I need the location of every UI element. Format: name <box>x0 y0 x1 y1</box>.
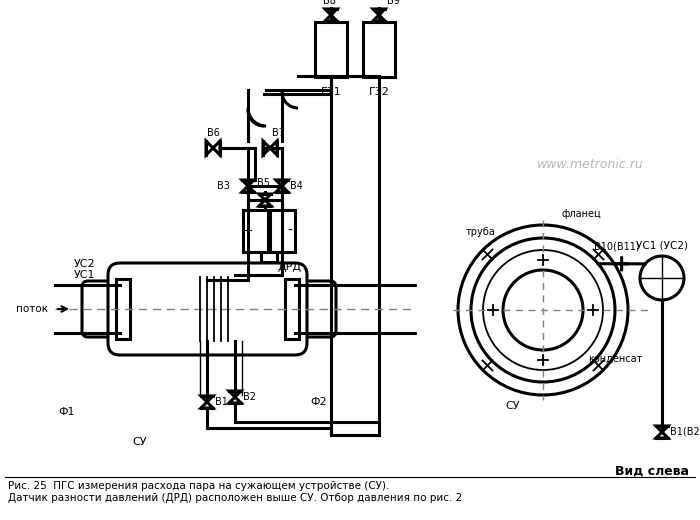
Bar <box>315 22 347 77</box>
Text: www.metronic.ru: www.metronic.ru <box>537 159 643 172</box>
Polygon shape <box>276 186 288 192</box>
Text: Г32: Г32 <box>369 87 389 97</box>
Polygon shape <box>656 432 668 438</box>
Bar <box>116 279 130 339</box>
Text: конденсат: конденсат <box>588 354 643 364</box>
Text: ДРД: ДРД <box>277 262 301 272</box>
Polygon shape <box>270 141 277 155</box>
Text: -: - <box>288 224 293 238</box>
FancyBboxPatch shape <box>82 281 129 337</box>
Text: УС1 (УС2): УС1 (УС2) <box>636 241 688 251</box>
Polygon shape <box>263 141 270 155</box>
Text: Ф2: Ф2 <box>310 397 327 407</box>
FancyBboxPatch shape <box>108 263 307 355</box>
Text: В3: В3 <box>217 181 230 191</box>
Polygon shape <box>259 194 271 200</box>
Text: В5: В5 <box>256 178 270 188</box>
Text: поток: поток <box>16 304 48 314</box>
Text: +: + <box>243 225 253 238</box>
Text: В8: В8 <box>323 0 335 6</box>
Polygon shape <box>276 180 288 186</box>
Text: УС1: УС1 <box>74 270 96 280</box>
Polygon shape <box>242 186 254 192</box>
Bar <box>363 22 395 77</box>
Text: В9: В9 <box>387 0 400 6</box>
Polygon shape <box>201 402 213 408</box>
FancyBboxPatch shape <box>289 281 336 337</box>
Polygon shape <box>201 396 213 402</box>
Polygon shape <box>206 141 213 155</box>
Text: В7: В7 <box>272 128 285 138</box>
Text: В2: В2 <box>243 392 256 402</box>
Text: В1: В1 <box>215 397 228 407</box>
Text: Датчик разности давлений (ДРД) расположен выше СУ. Отбор давления по рис. 2: Датчик разности давлений (ДРД) расположе… <box>8 493 462 503</box>
Text: СУ: СУ <box>505 401 520 411</box>
Text: Г31: Г31 <box>321 87 342 97</box>
Text: УС2: УС2 <box>74 259 96 269</box>
Polygon shape <box>229 391 241 397</box>
Bar <box>243 210 268 252</box>
Polygon shape <box>656 426 668 432</box>
Polygon shape <box>325 9 337 15</box>
Text: Ф1: Ф1 <box>59 407 75 417</box>
Polygon shape <box>242 180 254 186</box>
Text: В4: В4 <box>290 181 303 191</box>
Polygon shape <box>373 9 385 15</box>
Text: В10(В11): В10(В11) <box>594 242 640 252</box>
Bar <box>270 210 295 252</box>
Text: Рис. 25  ПГС измерения расхода пара на сужающем устройстве (СУ).: Рис. 25 ПГС измерения расхода пара на су… <box>8 481 389 491</box>
Polygon shape <box>373 15 385 21</box>
Polygon shape <box>229 397 241 403</box>
Polygon shape <box>325 15 337 21</box>
Text: труба: труба <box>466 227 496 237</box>
Polygon shape <box>259 200 271 206</box>
Text: В6: В6 <box>206 128 219 138</box>
Bar <box>285 279 299 339</box>
Polygon shape <box>213 141 220 155</box>
Text: СУ: СУ <box>133 437 147 447</box>
Text: Вид слева: Вид слева <box>615 465 689 478</box>
Text: В1(В2): В1(В2) <box>670 427 700 437</box>
Bar <box>261 252 277 262</box>
Text: фланец: фланец <box>561 209 601 219</box>
